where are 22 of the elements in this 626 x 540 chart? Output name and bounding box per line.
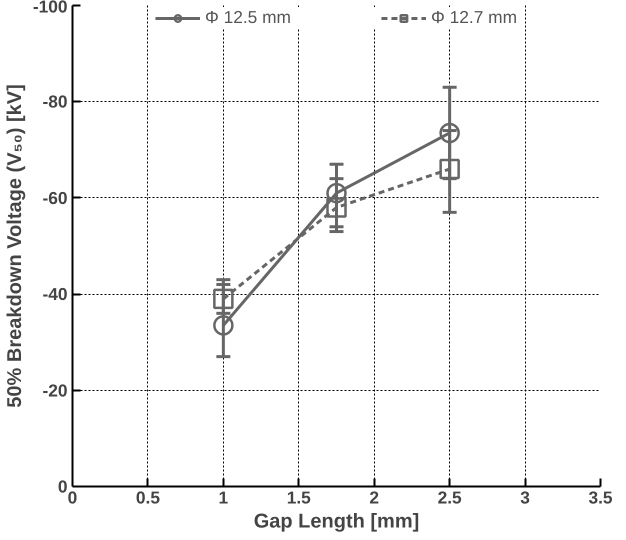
legend-label: Φ 12.7 mm bbox=[431, 7, 518, 28]
x-tick-label: 3.5 bbox=[588, 488, 613, 508]
y-tick-label: -40 bbox=[42, 284, 68, 304]
x-tick-label: 2 bbox=[369, 488, 380, 508]
x-tick-label: 1 bbox=[218, 488, 229, 508]
x-tick-label: 3 bbox=[520, 488, 530, 508]
y-axis-title: 50% Breakdown Voltage (V₅₀) [kV] bbox=[4, 84, 26, 408]
x-axis-title: Gap Length [mm] bbox=[254, 510, 420, 532]
x-tick-label: 1.5 bbox=[286, 488, 312, 508]
point bbox=[326, 197, 347, 218]
legend-label: Φ 12.5 mm bbox=[204, 7, 291, 28]
x-tick-label: 0.5 bbox=[136, 488, 160, 508]
point bbox=[439, 158, 460, 180]
point bbox=[439, 122, 460, 144]
point bbox=[213, 315, 234, 336]
x-tick-label: 2.5 bbox=[438, 488, 462, 508]
y-tick-label: -100 bbox=[32, 0, 68, 16]
y-tick-label: -60 bbox=[42, 188, 68, 208]
point bbox=[213, 288, 234, 310]
y-tick-label: -80 bbox=[42, 92, 68, 112]
point bbox=[326, 182, 347, 204]
y-tick-label: -20 bbox=[42, 380, 68, 400]
